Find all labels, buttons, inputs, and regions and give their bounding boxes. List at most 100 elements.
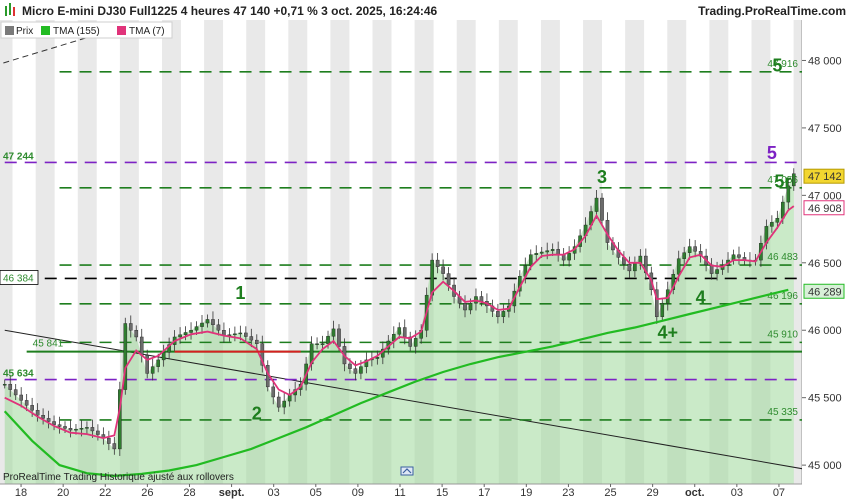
candle-body [249,336,254,341]
stripe [288,20,308,484]
x-tick-label: 23 [562,487,574,499]
candle-body [446,273,451,286]
legend-label-tma155: TMA (155) [53,26,100,37]
wave-label-1: 1 [235,283,245,303]
x-tick-label: 05 [310,487,322,499]
candle-body [331,328,336,337]
candle-body [24,400,29,406]
candle-body [41,415,45,419]
level-label-3: 46 483 [767,252,798,263]
level-label-0: 47 916 [767,59,798,70]
horizontal-levels: 47 916 47 244 47 056 46 483 46 384 46 196 45 9… [0,59,802,421]
x-tick-label: 09 [352,487,364,499]
level-label-6: 45 910 [767,329,798,340]
candle-body [276,396,281,408]
candle-body [654,289,659,317]
trendline-lower[interactable] [4,329,805,470]
candle-body [633,263,637,272]
candle-body [52,421,56,425]
candle-body [550,249,555,251]
candle-body [698,251,703,257]
x-tick-label: oct. [685,487,705,499]
y-tick-label: 46 000 [808,325,842,337]
x-tick-label: 03 [268,487,280,499]
candle-body [150,366,155,374]
scroll-marker-icon[interactable] [400,466,414,476]
candle-body [397,327,402,335]
tma155-line[interactable] [3,288,789,478]
candle-body [254,339,259,344]
tma7-line[interactable] [4,205,795,440]
x-tick-label: 29 [647,487,659,499]
candle-body [205,319,210,324]
candle-body [145,354,150,374]
candle-body [68,428,73,431]
x-tick-label: 18 [15,487,27,499]
candle-body [63,426,67,429]
candle-body [479,296,484,302]
candle-body [687,246,692,253]
wave-labels: 1 2 3 4 4+ 5 5 5r [235,55,791,423]
level-label-8: 45 634 [3,369,34,380]
candle-body [791,173,796,187]
candle-body [627,263,632,272]
candle-body [326,336,330,344]
candle-body [260,343,265,366]
legend: Prix TMA (155) TMA (7) [0,21,173,39]
legend-item-tma155[interactable]: TMA (155) [41,26,100,37]
candle-body [413,338,418,347]
x-tick-label: 11 [394,487,405,499]
legend-swatch-tma155 [41,26,50,35]
level-label-1: 47 244 [3,151,34,162]
candle-body [737,254,741,258]
legend-item-prix[interactable]: Prix [5,26,33,37]
candle-body [682,252,686,259]
candle-body [775,218,780,223]
wave-label-2: 2 [252,403,262,423]
candle-body [19,394,23,401]
candle-body [57,424,62,427]
candle-body [35,410,40,416]
price-tag-label: 46 289 [808,286,842,298]
candle-body [693,246,697,252]
price-tag-box [803,168,845,184]
y-tick-label: 45 500 [808,393,842,405]
price-tag-label: 46 908 [808,203,842,215]
candle-body [660,303,665,317]
candle-body [216,324,221,331]
candle-body [676,258,681,275]
legend-label-tma7: TMA (7) [129,26,165,37]
y-tick-label: 45 000 [808,460,842,472]
x-tick-label: 17 [478,487,490,499]
wave-label-5: 5 [772,55,782,75]
candle-body [315,343,319,345]
candle-body [74,428,78,431]
candle-body [189,330,193,333]
legend-item-tma7[interactable]: TMA (7) [117,26,165,37]
y-tick-label: 47 000 [808,190,842,202]
candle-body [320,343,325,345]
wave-label-4: 4 [696,287,706,307]
candle-body [337,328,341,347]
candle-body [715,269,719,274]
candle-body [128,323,133,331]
candle-body [468,303,473,311]
chart-type-icon[interactable] [5,3,15,16]
candle-body [271,386,276,398]
x-tick-label: sept. [219,487,245,499]
level-label-9: 45 335 [767,407,798,418]
x-tick-label: 03 [731,487,743,499]
candle-body [282,400,286,408]
candle-body [85,427,89,429]
candle-body [364,359,369,367]
x-axis: 18 20 22 26 28 sept. 03 05 09 11 15 17 19 23 25 29 oct. 0… [0,483,802,499]
y-tick-label: 48 000 [808,55,842,67]
candle-body [107,437,111,444]
x-tick-label: 28 [183,487,195,499]
candle-body [402,327,407,338]
level-label-2: 47 056 [767,175,798,186]
candle-body [359,366,363,374]
legend-swatch-tma7 [117,26,126,35]
